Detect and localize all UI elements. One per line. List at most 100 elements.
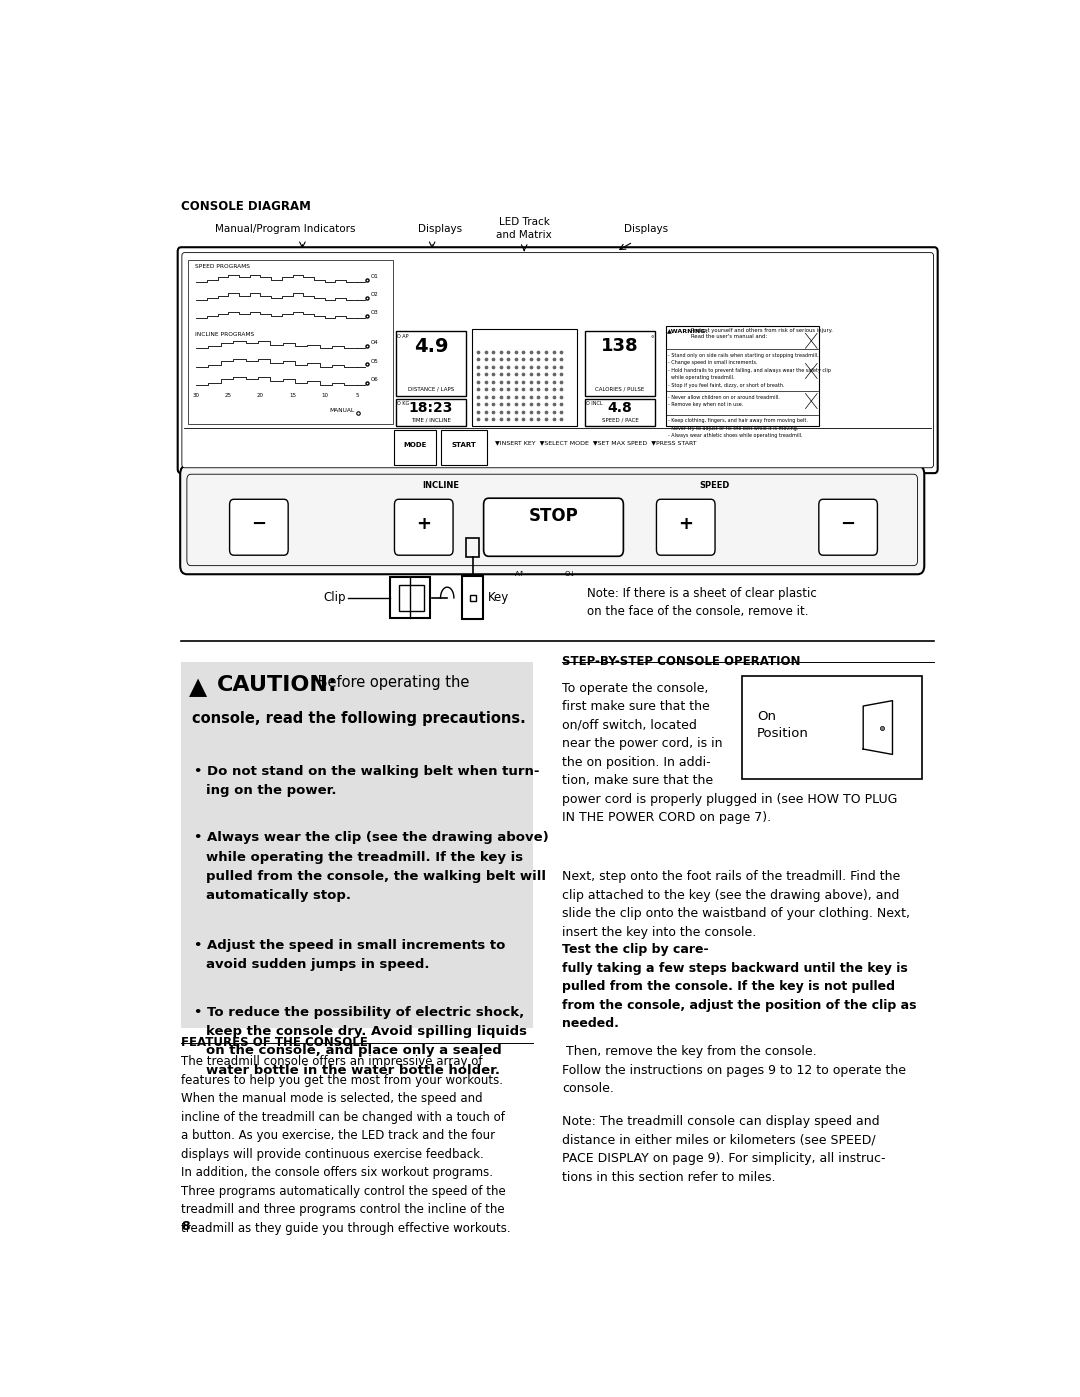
Text: Clip: Clip — [323, 591, 346, 605]
Text: 25: 25 — [225, 393, 232, 398]
Text: O1: O1 — [372, 274, 379, 279]
Text: - Never try to adjust or fix the belt while it is moving.: - Never try to adjust or fix the belt wh… — [669, 426, 798, 430]
Text: 18:23: 18:23 — [408, 401, 454, 415]
Text: CONSOLE DIAGRAM: CONSOLE DIAGRAM — [181, 200, 311, 212]
Text: Note: The treadmill console can display speed and
distance in either miles or ki: Note: The treadmill console can display … — [562, 1115, 886, 1183]
FancyBboxPatch shape — [187, 474, 918, 566]
Bar — [742, 676, 922, 778]
Text: Manual/Program Indicators: Manual/Program Indicators — [215, 224, 356, 233]
FancyBboxPatch shape — [484, 499, 623, 556]
Text: MODE: MODE — [404, 443, 427, 448]
Text: O KG: O KG — [397, 401, 409, 407]
Text: 30: 30 — [192, 393, 200, 398]
FancyBboxPatch shape — [178, 247, 937, 474]
Text: Key: Key — [488, 591, 510, 605]
Text: Position: Position — [757, 728, 809, 740]
Text: ▲WARNING:: ▲WARNING: — [667, 328, 710, 332]
Text: while operating the treadmill. If the key is: while operating the treadmill. If the ke… — [206, 851, 524, 863]
Text: TIME / INCLINE: TIME / INCLINE — [411, 418, 450, 422]
Text: Protect yourself and others from risk of serious injury.
Read the user's manual : Protect yourself and others from risk of… — [691, 328, 833, 339]
Text: - Never allow children on or around treadmill.: - Never allow children on or around trea… — [669, 394, 780, 400]
FancyBboxPatch shape — [394, 499, 454, 555]
Text: O2: O2 — [372, 292, 379, 298]
Bar — [472, 330, 577, 426]
Text: automatically stop.: automatically stop. — [206, 890, 351, 902]
Text: ▼INSERT KEY  ▼SELECT MODE  ▼SET MAX SPEED  ▼PRESS START: ▼INSERT KEY ▼SELECT MODE ▼SET MAX SPEED … — [495, 440, 697, 446]
Text: O INCL: O INCL — [586, 401, 603, 407]
Bar — [585, 331, 654, 395]
Text: console, read the following precautions.: console, read the following precautions. — [192, 711, 526, 726]
Bar — [394, 430, 436, 465]
Text: - Hold handrails to prevent falling, and always wear the safety clip: - Hold handrails to prevent falling, and… — [669, 367, 831, 373]
Text: while operating treadmill.: while operating treadmill. — [669, 376, 734, 380]
Text: ▲: ▲ — [189, 675, 207, 700]
FancyBboxPatch shape — [657, 499, 715, 555]
Text: INCLINE PROGRAMS: INCLINE PROGRAMS — [195, 332, 255, 337]
Text: avoid sudden jumps in speed.: avoid sudden jumps in speed. — [206, 958, 430, 971]
Text: DISTANCE / LAPS: DISTANCE / LAPS — [408, 387, 454, 391]
Bar — [585, 400, 654, 426]
Text: Note: If there is a sheet of clear plastic
on the face of the console, remove it: Note: If there is a sheet of clear plast… — [588, 587, 816, 617]
Text: Then, remove the key from the console.
Follow the instructions on pages 9 to 12 : Then, remove the key from the console. F… — [562, 1045, 906, 1095]
Circle shape — [802, 330, 821, 352]
Text: on the console, and place only a sealed: on the console, and place only a sealed — [206, 1045, 502, 1058]
Bar — [442, 430, 486, 465]
Text: Displays: Displays — [418, 224, 462, 233]
FancyBboxPatch shape — [180, 465, 924, 574]
Text: 15: 15 — [289, 393, 296, 398]
Text: • Do not stand on the walking belt when turn-: • Do not stand on the walking belt when … — [193, 764, 539, 778]
Text: START: START — [451, 443, 476, 448]
Text: 10: 10 — [321, 393, 328, 398]
FancyBboxPatch shape — [819, 499, 877, 555]
Text: SPEED / PACE: SPEED / PACE — [602, 418, 638, 422]
Text: O3: O3 — [372, 310, 379, 316]
Text: SPEED: SPEED — [699, 481, 729, 490]
Text: LED Track
and Matrix: LED Track and Matrix — [497, 217, 552, 239]
Bar — [467, 538, 480, 557]
Text: CALORIES / PULSE: CALORIES / PULSE — [595, 387, 645, 391]
Text: °: ° — [650, 337, 654, 342]
Bar — [390, 577, 431, 619]
Text: FEATURES OF THE CONSOLE: FEATURES OF THE CONSOLE — [181, 1035, 368, 1049]
Text: ing on the power.: ing on the power. — [206, 784, 337, 798]
Text: STEP-BY-STEP CONSOLE OPERATION: STEP-BY-STEP CONSOLE OPERATION — [562, 655, 800, 668]
Text: - Remove key when not in use.: - Remove key when not in use. — [669, 402, 743, 407]
Text: • To reduce the possibility of electric shock,: • To reduce the possibility of electric … — [193, 1006, 524, 1018]
Text: 4.8: 4.8 — [608, 401, 633, 415]
Text: −: − — [252, 515, 267, 534]
Text: O AP: O AP — [397, 334, 408, 339]
Text: +: + — [678, 515, 693, 534]
Bar — [396, 331, 465, 395]
Text: 4.9: 4.9 — [414, 337, 448, 355]
Text: CAUTION:: CAUTION: — [217, 675, 338, 696]
Text: pulled from the console, the walking belt will: pulled from the console, the walking bel… — [206, 870, 546, 883]
Text: - Keep clothing, fingers, and hair away from moving belt.: - Keep clothing, fingers, and hair away … — [669, 418, 808, 423]
Text: • Always wear the clip (see the drawing above): • Always wear the clip (see the drawing … — [193, 831, 549, 844]
FancyBboxPatch shape — [230, 499, 288, 555]
Text: STOP: STOP — [528, 507, 579, 525]
Text: keep the console dry. Avoid spilling liquids: keep the console dry. Avoid spilling liq… — [206, 1025, 527, 1038]
Text: MANUAL: MANUAL — [329, 408, 354, 414]
Text: 8: 8 — [181, 1220, 190, 1232]
Text: 5: 5 — [355, 393, 359, 398]
Text: - Always wear athletic shoes while operating treadmill.: - Always wear athletic shoes while opera… — [669, 433, 802, 439]
Text: SPEED PROGRAMS: SPEED PROGRAMS — [195, 264, 251, 270]
Text: INCLINE: INCLINE — [422, 481, 459, 490]
Circle shape — [802, 359, 821, 383]
Text: O5: O5 — [372, 359, 379, 363]
Text: Test the clip by care-
fully taking a few steps backward until the key is
pulled: Test the clip by care- fully taking a fe… — [562, 943, 916, 1030]
Text: 20: 20 — [257, 393, 264, 398]
Text: O4: O4 — [372, 341, 379, 345]
Text: water bottle in the water bottle holder.: water bottle in the water bottle holder. — [206, 1063, 500, 1077]
Text: +: + — [416, 515, 431, 534]
Text: To operate the console,
first make sure that the
on/off switch, located
near the: To operate the console, first make sure … — [562, 682, 897, 824]
Bar — [181, 662, 532, 1028]
Text: Before operating the: Before operating the — [313, 675, 470, 690]
FancyBboxPatch shape — [181, 253, 933, 468]
Bar — [665, 326, 819, 426]
Text: O↓: O↓ — [565, 571, 576, 577]
Circle shape — [802, 390, 821, 414]
Text: Displays: Displays — [623, 224, 667, 233]
Text: The treadmill console offers an impressive array of
features to help you get the: The treadmill console offers an impressi… — [181, 1055, 511, 1235]
Text: Next, step onto the foot rails of the treadmill. Find the
clip attached to the k: Next, step onto the foot rails of the tr… — [562, 870, 909, 939]
